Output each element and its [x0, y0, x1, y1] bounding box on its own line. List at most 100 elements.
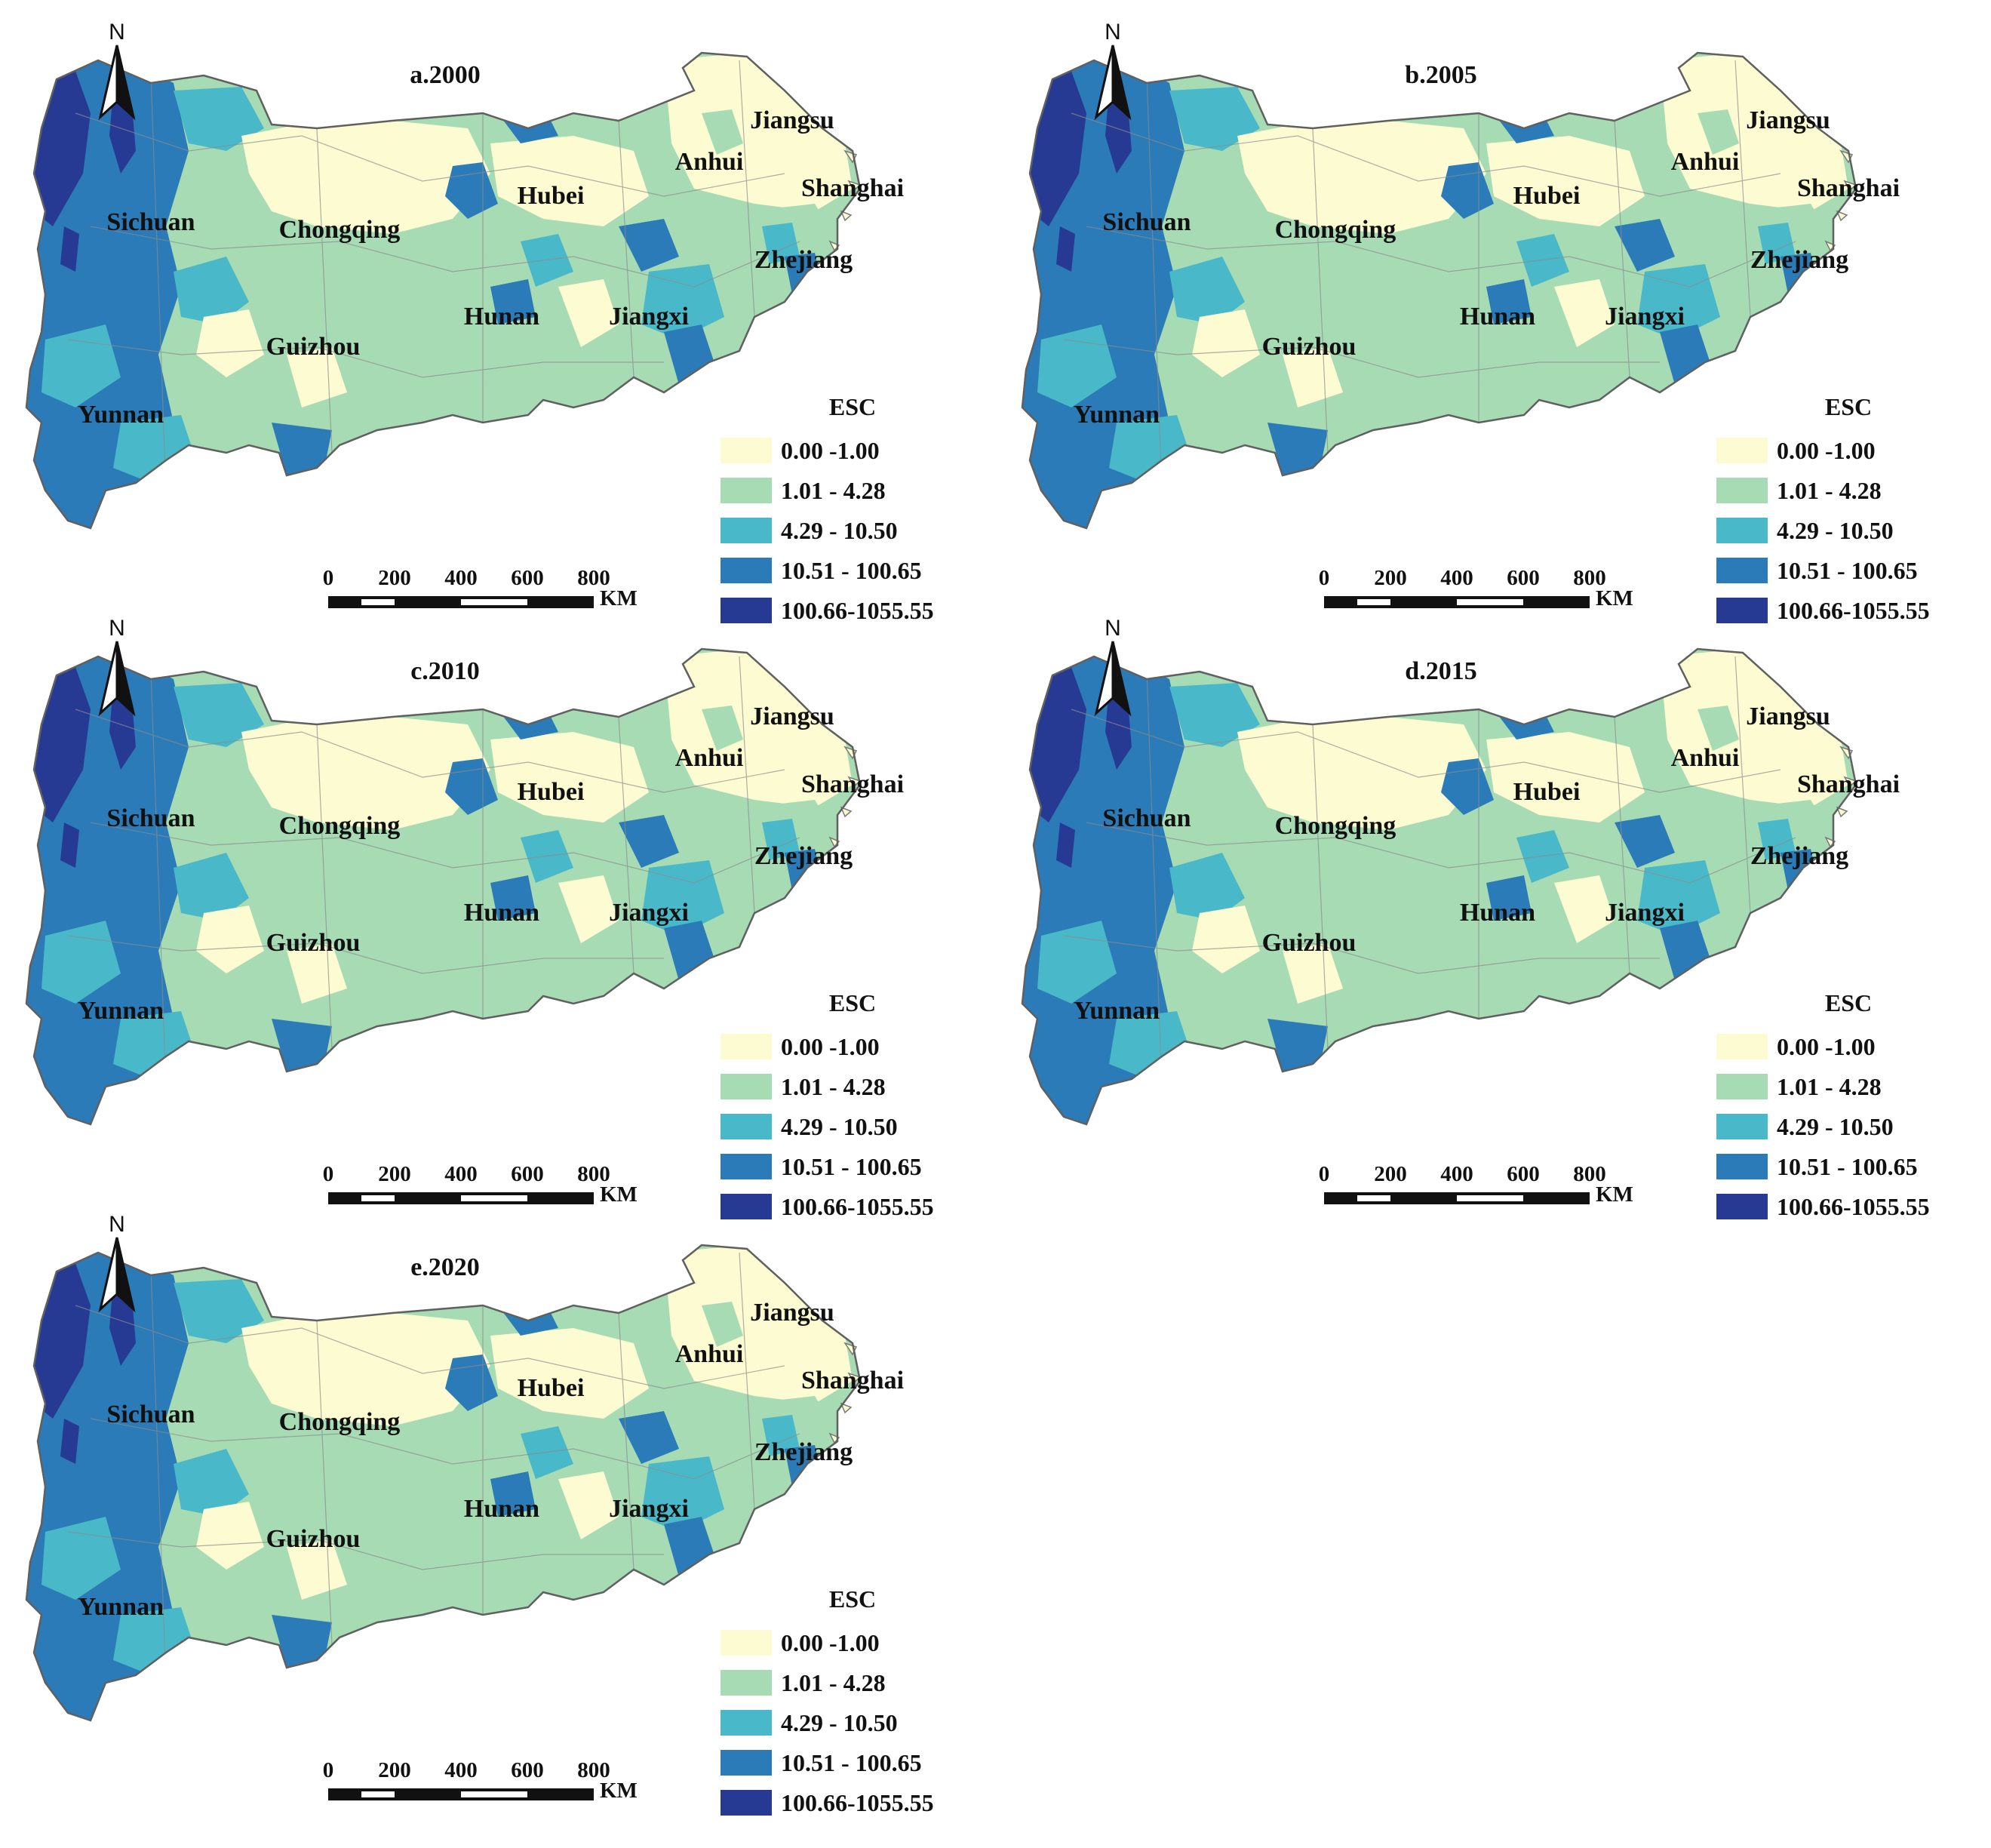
scale-tick-label: 400 [444, 1758, 478, 1782]
scale-tick-label: 200 [378, 1758, 411, 1782]
province-label-jiangxi: Jiangxi [1605, 303, 1685, 331]
province-label-jiangsu: Jiangsu [1746, 106, 1830, 134]
legend-label: 0.00 -1.00 [1777, 1033, 1876, 1060]
scale-unit: KM [1596, 1182, 1633, 1207]
legend-swatch [721, 598, 772, 623]
province-label-guizhou: Guizhou [266, 929, 361, 957]
legend-label: 4.29 - 10.50 [1777, 1113, 1894, 1140]
province-label-hunan: Hunan [1460, 303, 1535, 331]
province-label-hubei: Hubei [518, 778, 585, 806]
legend-label: 1.01 - 4.28 [1777, 1073, 1882, 1100]
scale-tick-label: 200 [378, 566, 411, 590]
panel-title: c.2010 [410, 657, 480, 685]
scale-tick-label: 600 [511, 566, 544, 590]
province-label-jiangxi: Jiangxi [609, 303, 689, 331]
province-label-shanghai: Shanghai [801, 1367, 904, 1394]
north-arrow-label: N [109, 20, 125, 45]
legend-title: ESC [1825, 989, 1872, 1016]
province-label-anhui: Anhui [675, 148, 744, 176]
scale-tick-label: 600 [1507, 566, 1540, 590]
province-label-hubei: Hubei [1513, 778, 1581, 806]
province-label-anhui: Anhui [675, 744, 744, 772]
legend-swatch [721, 1790, 772, 1816]
legend-swatch [721, 1154, 772, 1179]
scale-bar-segment [361, 1195, 395, 1201]
province-label-jiangxi: Jiangxi [1605, 899, 1685, 927]
legend-label: 0.00 -1.00 [781, 1033, 880, 1060]
map-panel-c: Nc.2010 Sichuan Chongqing Hubei AnhuiJiangsu… [23, 616, 934, 1220]
scale-tick-label: 600 [511, 1162, 544, 1186]
scale-tick-label: 0 [1319, 566, 1330, 590]
province-label-shanghai: Shanghai [801, 770, 904, 798]
north-arrow-icon: N [98, 616, 136, 717]
scale-tick-label: 800 [577, 1162, 610, 1186]
scale-tick-label: 0 [323, 1758, 334, 1782]
legend-swatch [721, 1750, 772, 1776]
legend-title: ESC [829, 989, 876, 1016]
legend-swatch [721, 478, 772, 503]
scale-bar-segment [1457, 599, 1523, 605]
province-label-yunnan: Yunnan [78, 997, 164, 1025]
legend-label: 10.51 - 100.65 [781, 1749, 922, 1776]
scale-bar-segment [361, 1791, 395, 1797]
scale-tick-label: 400 [444, 566, 478, 590]
legend-swatch [721, 1034, 772, 1059]
legend-swatch [1716, 1034, 1768, 1059]
map-panel-b: Nb.2005 Sichuan Chongqing Hubei AnhuiJiangsu… [1019, 20, 1930, 624]
province-label-sichuan: Sichuan [106, 804, 195, 832]
legend-swatch [1716, 1074, 1768, 1099]
province-label-yunnan: Yunnan [1074, 997, 1160, 1025]
legend: ESC 0.00 -1.00 1.01 - 4.28 4.29 - 10.50 10.5… [1716, 393, 1930, 624]
choropleth-map [23, 53, 860, 543]
province-label-zhejiang: Zhejiang [754, 842, 853, 870]
legend-swatch [721, 558, 772, 583]
panel-title: e.2020 [410, 1253, 480, 1281]
scale-unit: KM [600, 1182, 638, 1207]
scale-tick-label: 800 [1573, 1162, 1606, 1186]
province-label-yunnan: Yunnan [78, 401, 164, 429]
legend-label: 4.29 - 10.50 [781, 1709, 898, 1736]
scale-tick-label: 600 [1507, 1162, 1540, 1186]
scale-tick-label: 800 [577, 566, 610, 590]
legend-label: 1.01 - 4.28 [781, 1669, 886, 1696]
province-label-jiangsu: Jiangsu [750, 703, 834, 730]
legend-label: 0.00 -1.00 [781, 437, 880, 464]
province-label-hunan: Hunan [464, 899, 539, 927]
province-label-guizhou: Guizhou [1262, 929, 1357, 957]
legend-swatch [1716, 1194, 1768, 1219]
province-label-zhejiang: Zhejiang [754, 246, 853, 274]
north-arrow-icon: N [1094, 20, 1132, 121]
province-label-hunan: Hunan [464, 1495, 539, 1523]
choropleth-map [1019, 53, 1856, 543]
legend-label: 0.00 -1.00 [781, 1629, 880, 1656]
scale-bar-segment [461, 1195, 527, 1201]
province-label-zhejiang: Zhejiang [754, 1438, 853, 1466]
province-label-jiangxi: Jiangxi [609, 1495, 689, 1523]
scale-tick-label: 200 [1374, 566, 1407, 590]
north-arrow-icon: N [1094, 616, 1132, 717]
legend-title: ESC [829, 393, 876, 420]
legend-swatch [1716, 1154, 1768, 1179]
province-label-jiangsu: Jiangsu [750, 1299, 834, 1327]
legend: ESC 0.00 -1.00 1.01 - 4.28 4.29 - 10.50 10.5… [1716, 989, 1930, 1220]
north-arrow-label: N [109, 1212, 125, 1237]
province-label-guizhou: Guizhou [1262, 333, 1357, 361]
legend-label: 100.66-1055.55 [1777, 1193, 1930, 1220]
legend-swatch [1716, 438, 1768, 463]
province-label-jiangsu: Jiangsu [750, 106, 834, 134]
province-label-chongqing: Chongqing [279, 812, 401, 840]
province-label-anhui: Anhui [675, 1340, 744, 1368]
scale-bar-segment [361, 599, 395, 605]
province-label-chongqing: Chongqing [1275, 812, 1396, 840]
map-panel-e: Ne.2020 Sichuan Chongqing Hubei AnhuiJiangsu… [23, 1212, 934, 1816]
north-arrow-label: N [1105, 20, 1121, 45]
legend-label: 4.29 - 10.50 [1777, 517, 1894, 544]
legend-swatch [1716, 558, 1768, 583]
province-label-anhui: Anhui [1671, 148, 1740, 176]
scale-tick-label: 0 [1319, 1162, 1330, 1186]
legend-swatch [721, 438, 772, 463]
province-label-zhejiang: Zhejiang [1750, 842, 1848, 870]
scale-bar-segment [461, 599, 527, 605]
